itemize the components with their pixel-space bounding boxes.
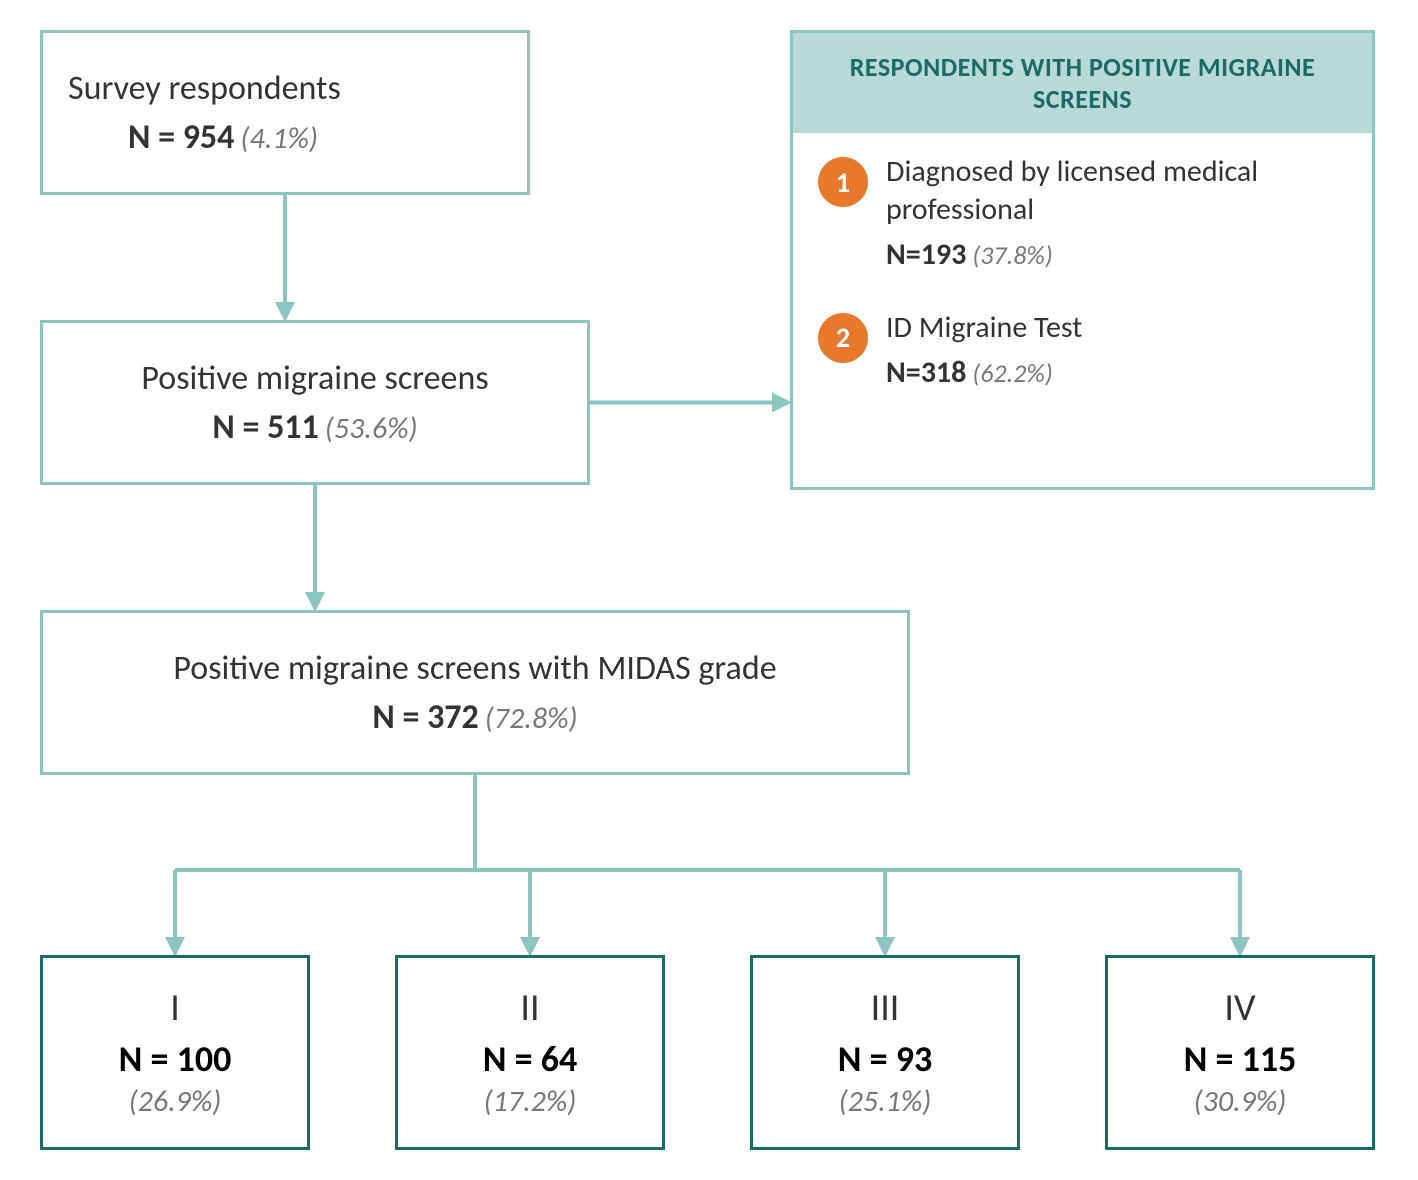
box-stats: N = 372(72.8%): [372, 697, 577, 738]
sidebox-header: RESPONDENTS WITH POSITIVE MIGRAINE SCREE…: [793, 33, 1372, 133]
sidebox: RESPONDENTS WITH POSITIVE MIGRAINE SCREE…: [790, 30, 1375, 490]
flow-box-b3: Positive migraine screens with MIDAS gra…: [40, 610, 910, 775]
leaf-box-I: IN = 100(26.9%): [40, 955, 310, 1150]
number-circle: 2: [818, 313, 868, 363]
box-title: Positive migraine screens: [141, 358, 488, 399]
box-title: Positive migraine screens with MIDAS gra…: [173, 648, 776, 689]
leaf-box-IV: IVN = 115(30.9%): [1105, 955, 1375, 1150]
box-stats: N = 511(53.6%): [212, 407, 417, 448]
box-stats: N = 954(4.1%): [68, 117, 502, 158]
sidebox-item: 2ID Migraine TestN=318(62.2%): [818, 309, 1347, 392]
leaf-box-III: IIIN = 93(25.1%): [750, 955, 1020, 1150]
box-title: Survey respondents: [68, 68, 502, 109]
flow-box-b2: Positive migraine screens N = 511(53.6%): [40, 320, 590, 485]
sidebox-item: 1Diagnosed by licensed medical professio…: [818, 153, 1347, 274]
number-circle: 1: [818, 157, 868, 207]
flow-box-b1: Survey respondents N = 954(4.1%): [40, 30, 530, 195]
leaf-box-II: IIN = 64(17.2%): [395, 955, 665, 1150]
